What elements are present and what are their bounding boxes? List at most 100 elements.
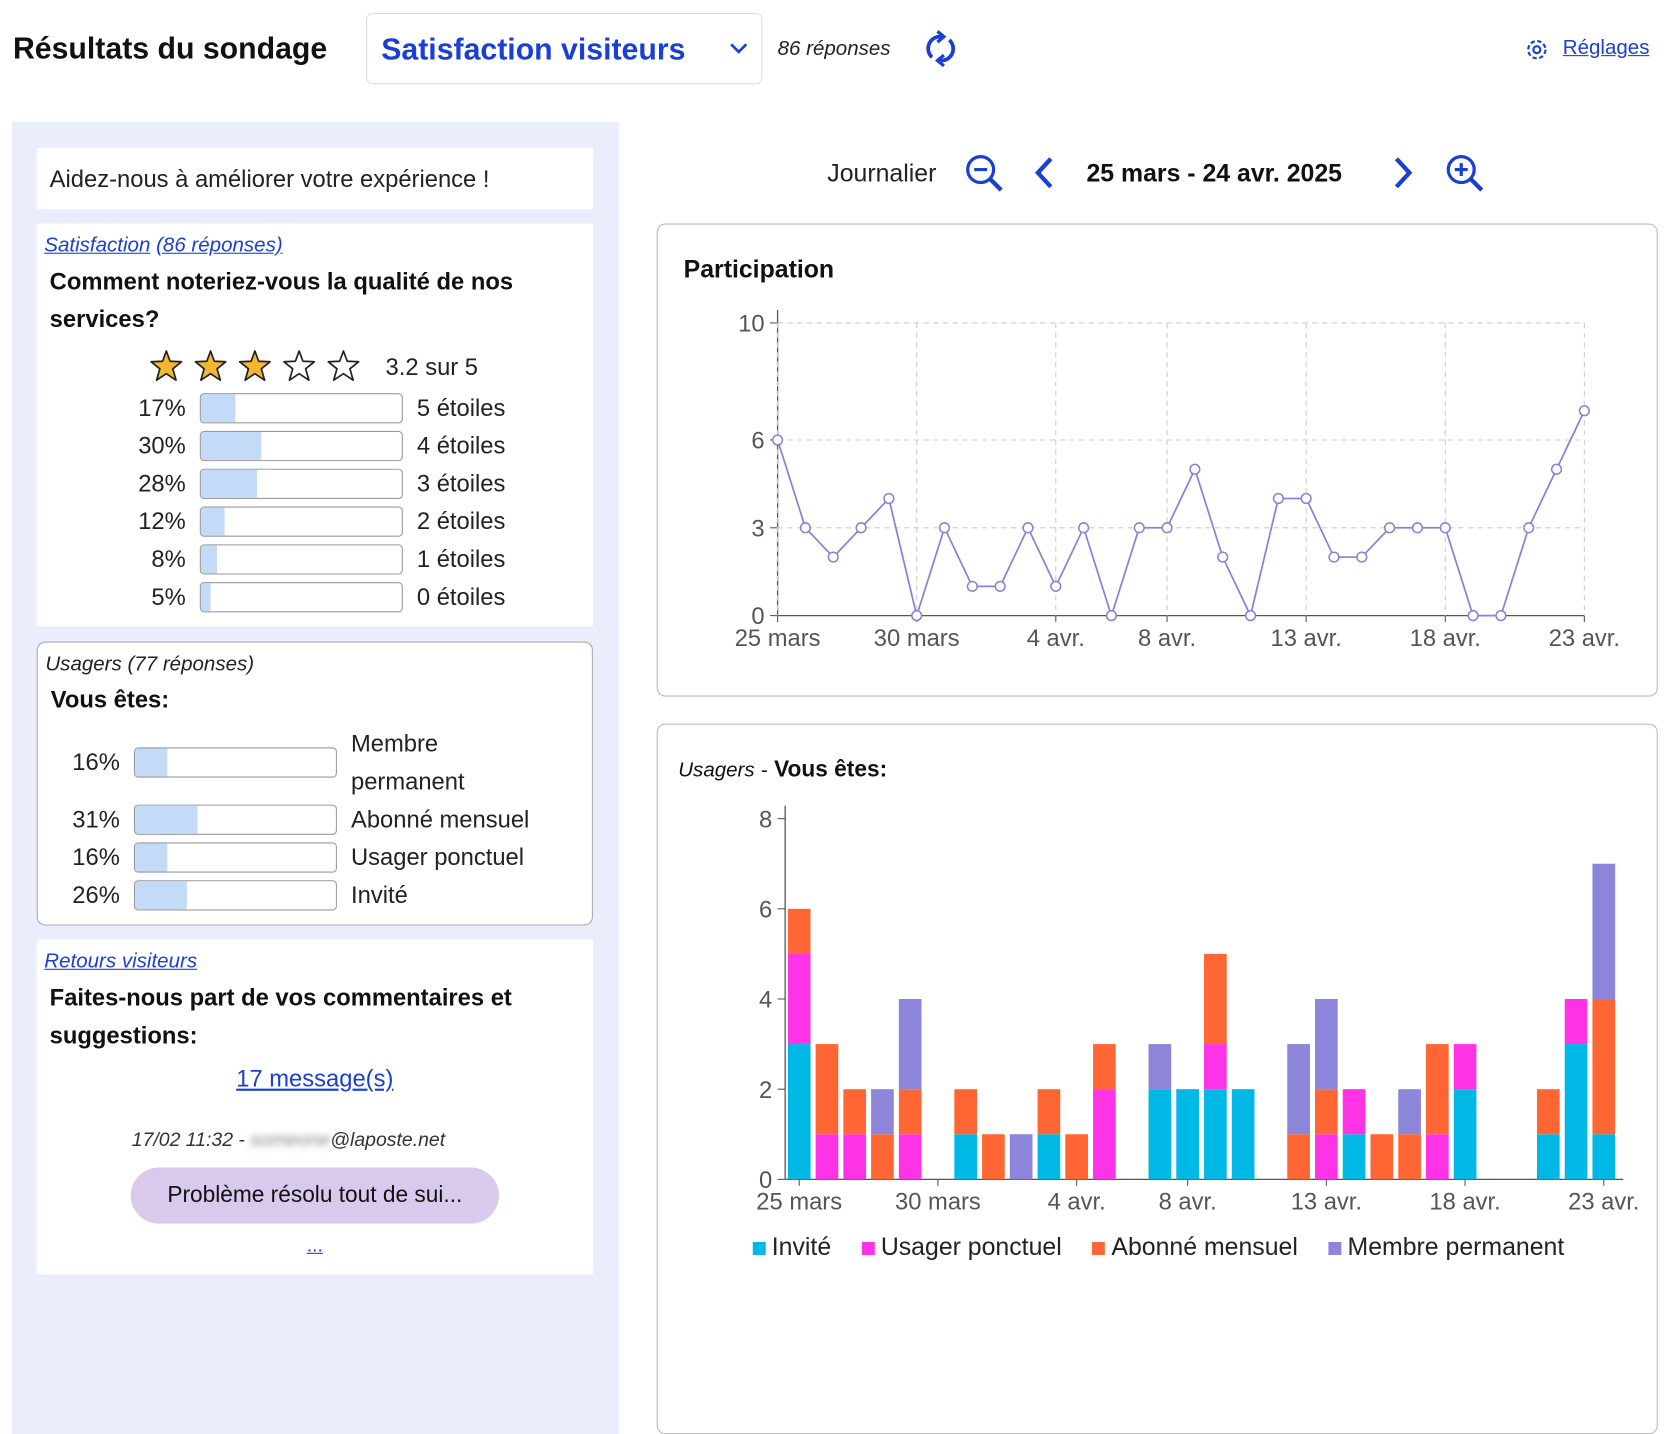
survey-dropdown[interactable]: Satisfaction visiteurs <box>366 13 762 84</box>
question-header: Usagers (77 réponses) <box>45 653 254 677</box>
satisfaction-card: Satisfaction (86 réponses) Comment noter… <box>37 224 593 627</box>
chart-subtitle: Usagers <box>678 759 754 782</box>
bar-fill <box>135 748 167 776</box>
option-row: 16% Usager ponctuel <box>38 838 540 876</box>
bar-track <box>134 804 337 834</box>
star-rating <box>149 349 365 384</box>
zoom-out-button[interactable] <box>963 152 1004 193</box>
legend-item: Usager ponctuel <box>861 1232 1061 1261</box>
option-row: 12%2 étoiles <box>37 502 579 540</box>
option-row: 5% 0 étoiles <box>37 578 579 616</box>
survey-name: Satisfaction visiteurs <box>381 32 685 67</box>
legend-label: Invité <box>772 1232 831 1260</box>
legend-item: Membre permanent <box>1328 1232 1564 1261</box>
message-bubble[interactable]: Problème résolu tout de sui... <box>131 1167 499 1223</box>
bar-track <box>200 468 403 498</box>
message-date: 17/02 11:32 - <box>132 1129 245 1151</box>
percent-label: 8% <box>37 545 186 573</box>
option-row: 28% 3 étoiles <box>37 464 579 502</box>
email-user: someone <box>250 1129 330 1151</box>
percent-label: 30% <box>37 431 186 459</box>
chart-title: Participation <box>684 255 834 284</box>
section-link[interactable]: Satisfaction <box>44 234 150 257</box>
comments-card: Retours visiteurs Faites-nous part de vo… <box>37 940 593 1275</box>
option-row: 30%4 étoiles <box>37 427 579 465</box>
response-count: 86 réponses <box>778 38 891 62</box>
bar-track <box>200 393 403 423</box>
option-row: 8% 1 étoiles <box>37 540 579 578</box>
question: Faites-nous part de vos commentaires et … <box>50 978 590 1054</box>
legend: Invité Usager ponctuel Abonné mensuel Membr… <box>658 1232 1659 1261</box>
option-label: 2 étoiles <box>417 502 579 540</box>
zoom-in-button[interactable] <box>1444 152 1485 193</box>
bar-fill <box>201 431 261 459</box>
bar-track <box>200 430 403 460</box>
question-link[interactable]: Satisfaction (86 réponses) <box>44 234 282 258</box>
legend-swatch <box>1092 1242 1105 1255</box>
page-title: Résultats du sondage <box>13 31 327 66</box>
intro-card: Aidez-nous à améliorer votre expérience … <box>37 148 593 210</box>
section-name: Usagers <box>45 653 121 676</box>
bar-fill <box>135 805 197 833</box>
bar-track <box>134 747 337 777</box>
legend-label: Membre permanent <box>1348 1232 1565 1260</box>
intro-text: Aidez-nous à améliorer votre expérience … <box>50 165 490 193</box>
legend-swatch <box>1328 1242 1341 1255</box>
option-label: Usager ponctuel <box>351 838 540 876</box>
refresh-button[interactable] <box>922 29 959 68</box>
participation-card: Participation <box>657 224 1658 697</box>
section-link[interactable]: Retours visiteurs <box>44 950 197 974</box>
date-range: 25 mars - 24 avr. 2025 <box>1086 159 1342 188</box>
messages-link[interactable]: 17 message(s) <box>37 1065 593 1093</box>
option-label: Membre permanent <box>351 725 540 801</box>
bar-track <box>134 880 337 910</box>
settings-link[interactable]: Réglages <box>1563 37 1650 61</box>
option-label: 3 étoiles <box>417 464 579 502</box>
chart-title-text: Vous êtes: <box>774 757 887 782</box>
bar-fill <box>201 583 211 611</box>
percent-label: 31% <box>38 805 120 833</box>
percent-label: 16% <box>38 748 120 776</box>
legend-item: Invité <box>752 1232 831 1261</box>
period-label: Journalier <box>827 159 936 188</box>
previous-button[interactable] <box>1031 156 1057 191</box>
response-count[interactable]: (86 réponses) <box>156 234 283 257</box>
legend-label: Usager ponctuel <box>881 1232 1062 1260</box>
percent-label: 5% <box>37 583 186 611</box>
bar-track <box>200 506 403 536</box>
option-label: 0 étoiles <box>417 578 579 616</box>
legend-swatch <box>861 1242 874 1255</box>
bar-fill <box>135 843 167 871</box>
response-count: (77 réponses) <box>127 653 254 676</box>
bar-fill <box>201 545 217 573</box>
question: Comment noteriez-vous la qualité de nos … <box>50 262 590 338</box>
option-row: 31%Abonné mensuel <box>38 800 540 838</box>
percent-label: 28% <box>37 469 186 497</box>
option-row: 16% Membre permanent <box>38 725 540 801</box>
percent-label: 26% <box>38 881 120 909</box>
percent-label: 16% <box>38 843 120 871</box>
bar-fill <box>135 881 187 909</box>
bar-track <box>200 544 403 574</box>
percent-label: 17% <box>37 394 186 422</box>
next-button[interactable] <box>1390 156 1416 191</box>
rating-text: 3.2 sur 5 <box>386 353 478 381</box>
title-separator: - <box>761 759 768 782</box>
bar-track <box>134 842 337 872</box>
bar-fill <box>201 394 235 422</box>
usagers-card: Usagers (77 réponses) Vous êtes: 16%Memb… <box>37 642 593 926</box>
option-row: 17% 5 étoiles <box>37 389 579 427</box>
email-domain: @laposte.net <box>330 1129 445 1151</box>
option-label: Invité <box>351 876 540 914</box>
more-link[interactable]: ... <box>37 1234 593 1257</box>
option-row: 26% Invité <box>38 876 540 914</box>
bar-track <box>200 582 403 612</box>
option-label: 1 étoiles <box>417 540 579 578</box>
settings-icon[interactable] <box>1524 37 1550 63</box>
option-label: 5 étoiles <box>417 389 579 427</box>
dropdown-arrow <box>728 40 750 57</box>
legend-label: Abonné mensuel <box>1111 1232 1297 1260</box>
bar-fill <box>201 469 257 497</box>
